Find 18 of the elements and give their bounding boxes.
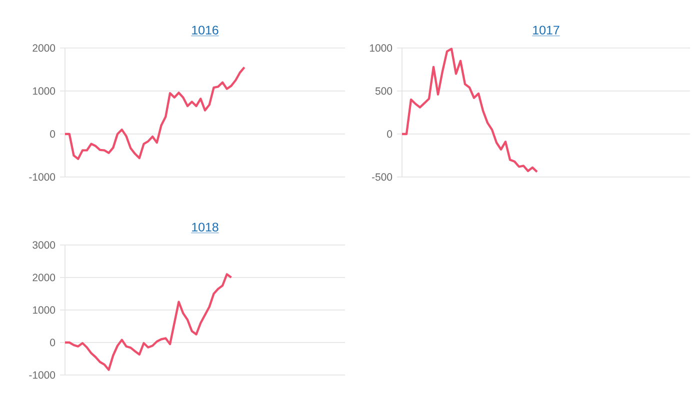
y-tick-label: 0 bbox=[387, 130, 392, 138]
line-series bbox=[400, 48, 538, 173]
y-tick-label: 1000 bbox=[370, 44, 392, 52]
y-tick-label: 500 bbox=[375, 87, 392, 95]
y-tick-label: -1000 bbox=[29, 173, 56, 181]
y-tick-label: 1000 bbox=[33, 87, 56, 95]
chart-title: 1018 bbox=[192, 222, 218, 232]
y-tick-label: 0 bbox=[50, 130, 56, 138]
y-tick-label: -500 bbox=[372, 173, 392, 181]
y-tick-label: -1000 bbox=[29, 371, 56, 379]
y-tick-label: 1000 bbox=[33, 306, 56, 314]
chart-title: 1017 bbox=[533, 26, 560, 35]
y-tick-label: 2000 bbox=[32, 44, 56, 52]
y-tick-label: 3000 bbox=[32, 241, 56, 249]
line-series bbox=[64, 66, 246, 160]
chart-title: 1016 bbox=[192, 26, 218, 35]
y-tick-label: 0 bbox=[50, 338, 56, 346]
y-tick-label: 2000 bbox=[32, 274, 56, 282]
